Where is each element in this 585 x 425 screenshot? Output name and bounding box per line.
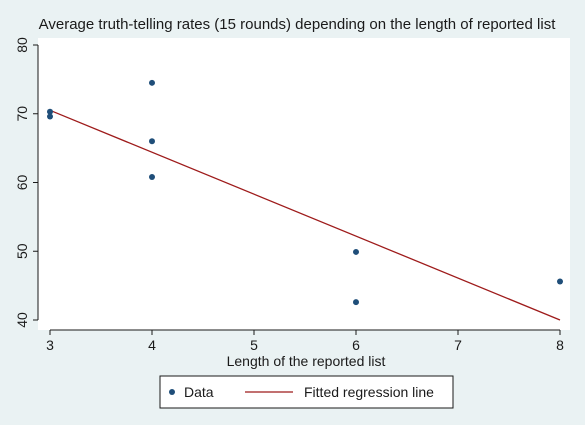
data-point (353, 248, 359, 255)
data-point (149, 138, 155, 145)
x-tick-label: 6 (352, 337, 360, 353)
data-point (149, 79, 155, 86)
y-axis: 40 50 60 70 80 (14, 37, 39, 328)
fitted-regression-line (49, 109, 561, 321)
data-point (47, 113, 53, 120)
legend-data-label: Data (184, 384, 214, 400)
x-tick-label: 4 (148, 337, 156, 353)
y-tick-label: 40 (14, 312, 30, 328)
x-tick-label: 5 (250, 337, 258, 353)
data-point (149, 174, 155, 180)
data-point (557, 278, 563, 285)
x-axis: 3 4 5 6 7 8 (46, 329, 564, 353)
legend-box (159, 375, 454, 409)
x-tick-label: 3 (46, 337, 54, 353)
x-axis-label: Length of the reported list (227, 353, 386, 369)
legend: Data Fitted regression line (159, 375, 454, 409)
x-tick-label: 7 (454, 337, 462, 353)
y-tick-label: 80 (14, 37, 30, 53)
x-tick-label: 8 (556, 337, 564, 353)
data-point (353, 299, 359, 306)
y-tick-label: 70 (14, 106, 30, 122)
y-tick-label: 50 (14, 243, 30, 259)
legend-line-label: Fitted regression line (304, 384, 434, 400)
data-point (47, 108, 53, 115)
legend-data-marker (169, 389, 175, 395)
y-tick-label: 60 (14, 175, 30, 191)
plot-area (38, 38, 570, 330)
series-layer (47, 79, 563, 321)
chart-title: Average truth-telling rates (15 rounds) … (39, 16, 557, 33)
